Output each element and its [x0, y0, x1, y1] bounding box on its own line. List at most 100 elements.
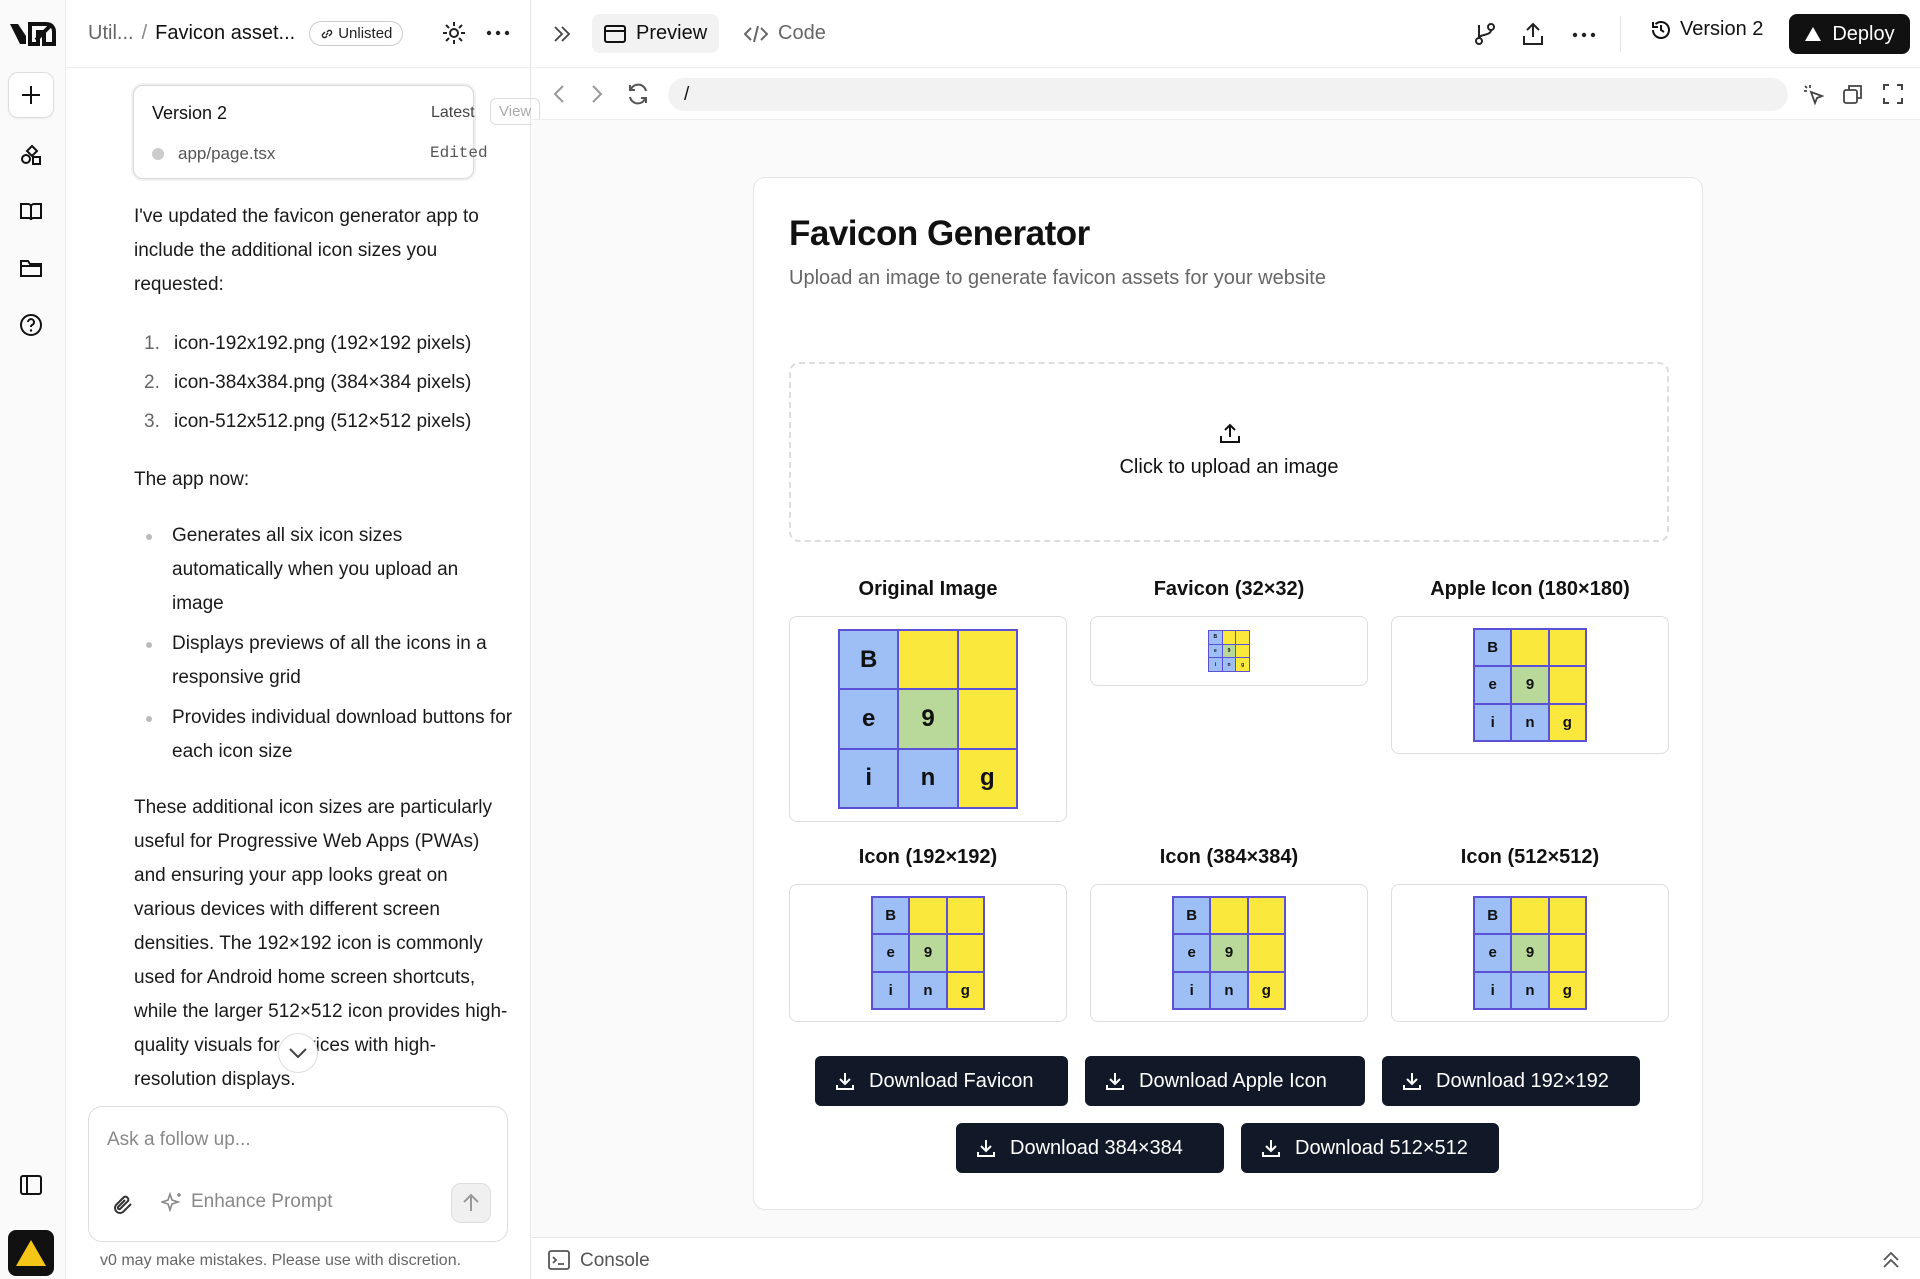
forward-icon[interactable] — [590, 83, 604, 105]
url-input[interactable]: / — [668, 78, 1788, 111]
help-button[interactable] — [8, 302, 54, 348]
grid-cell: e — [1174, 935, 1210, 971]
version-file-name[interactable]: app/page.tsx — [178, 144, 276, 163]
grid-cell — [1549, 667, 1585, 703]
grid-cell: e — [1475, 935, 1511, 971]
fullscreen-icon[interactable] — [1882, 83, 1904, 105]
breadcrumb-current[interactable]: Favicon asset... — [155, 22, 296, 44]
v0-logo[interactable] — [8, 18, 58, 50]
version-card[interactable]: Version 2 Latest View app/page.tsx Edite… — [133, 85, 541, 179]
chevron-down-icon — [289, 1048, 307, 1058]
arrow-up-icon — [463, 1193, 479, 1211]
scroll-down-button[interactable] — [278, 1033, 318, 1073]
app-subtitle: Upload an image to generate favicon asse… — [789, 267, 1326, 289]
toggle-sidebar-button[interactable] — [8, 1162, 54, 1208]
grid-cell — [899, 631, 957, 689]
app-title: Favicon Generator — [789, 214, 1090, 253]
settings-gear-icon[interactable] — [441, 20, 467, 46]
grid-cell — [958, 690, 1016, 748]
browser-url-bar: / — [532, 69, 1920, 120]
grid-cell — [947, 898, 983, 934]
download-192-button[interactable]: Download 192×192 — [1382, 1056, 1640, 1106]
share-upload-icon[interactable] — [1522, 22, 1544, 46]
grid-cell: B — [840, 631, 898, 689]
download-favicon-button[interactable]: Download Favicon — [815, 1056, 1068, 1106]
grid-cell — [1236, 644, 1249, 658]
grid-cell: g — [1236, 658, 1249, 671]
more-options-icon[interactable] — [486, 30, 510, 36]
grid-cell: B — [873, 898, 909, 934]
grid-cell: n — [1512, 972, 1548, 1008]
git-branch-icon[interactable] — [1474, 22, 1496, 46]
paperclip-icon[interactable] — [111, 1193, 135, 1217]
chat-header: Util... / Favicon asset... Unlisted — [66, 0, 531, 68]
sidebar-icon — [20, 1175, 42, 1195]
select-element-icon[interactable] — [1802, 83, 1826, 107]
download-192-label: Download 192×192 — [1436, 1069, 1609, 1092]
new-chat-button[interactable] — [8, 72, 54, 118]
bullet-list: Generates all six icon sizes automatical… — [134, 519, 514, 769]
projects-button[interactable] — [8, 132, 54, 178]
refresh-icon[interactable] — [626, 83, 650, 105]
tab-preview[interactable]: Preview — [592, 14, 720, 53]
icon-192-label: Icon (192×192) — [858, 846, 998, 868]
enhance-prompt-button[interactable]: Enhance Prompt — [161, 1191, 333, 1213]
chat-composer[interactable]: Ask a follow up... Enhance Prompt — [88, 1106, 508, 1242]
original-image-label: Original Image — [858, 578, 998, 600]
list-number: 1. — [144, 333, 160, 354]
grid-cell: i — [1475, 972, 1511, 1008]
list-item: 1. icon-192x192.png (192×192 pixels) — [134, 324, 514, 363]
expand-chevrons-icon[interactable] — [552, 24, 572, 44]
download-512-button[interactable]: Download 512×512 — [1241, 1123, 1499, 1173]
download-384-button[interactable]: Download 384×384 — [956, 1123, 1224, 1173]
grid-cell — [1549, 898, 1585, 934]
upload-dropzone[interactable]: Click to upload an image — [789, 362, 1669, 542]
console-bar[interactable]: Console — [532, 1237, 1920, 1279]
version-history-button[interactable]: Version 2 — [1650, 18, 1763, 41]
visibility-badge[interactable]: Unlisted — [309, 21, 404, 46]
user-avatar[interactable] — [8, 1230, 54, 1276]
download-icon — [1403, 1073, 1421, 1090]
code-icon — [744, 25, 768, 42]
folder-icon — [20, 260, 42, 277]
more-options-icon[interactable] — [1572, 32, 1596, 38]
list-number: 2. — [144, 372, 160, 393]
download-apple-icon-button[interactable]: Download Apple Icon — [1085, 1056, 1365, 1106]
list-text: icon-192x192.png (192×192 pixels) — [174, 333, 472, 354]
deploy-button[interactable]: Deploy — [1789, 14, 1910, 54]
link-icon — [321, 29, 333, 38]
tab-code[interactable]: Code — [732, 14, 838, 53]
open-new-window-icon[interactable] — [1842, 83, 1864, 105]
disclaimer-text: v0 may make mistakes. Please use with di… — [100, 1252, 462, 1269]
list-number: 3. — [144, 411, 160, 432]
back-icon[interactable] — [552, 83, 566, 105]
grid-cell — [1236, 631, 1249, 644]
left-rail — [0, 0, 66, 1279]
shapes-icon — [21, 144, 41, 165]
breadcrumb-parent[interactable]: Util... — [88, 22, 134, 44]
bullet-item: Displays previews of all the icons in a … — [134, 627, 514, 695]
grid-cell: B — [1475, 898, 1511, 934]
send-button[interactable] — [451, 1183, 491, 1223]
version-view-button[interactable]: View — [490, 98, 541, 125]
files-button[interactable] — [8, 245, 54, 291]
console-label: Console — [580, 1250, 650, 1271]
triangle-icon — [1805, 27, 1822, 41]
grid-cell — [1211, 898, 1247, 934]
grid-cell: 9 — [1211, 935, 1247, 971]
history-icon — [1652, 20, 1670, 39]
grid-cell — [910, 898, 946, 934]
chevrons-up-icon[interactable] — [1882, 1250, 1900, 1270]
terminal-icon — [548, 1250, 570, 1270]
upload-icon — [1220, 423, 1240, 443]
grid-cell: e — [873, 935, 909, 971]
follow-up-input[interactable]: Ask a follow up... — [107, 1129, 251, 1150]
docs-button[interactable] — [8, 189, 54, 235]
